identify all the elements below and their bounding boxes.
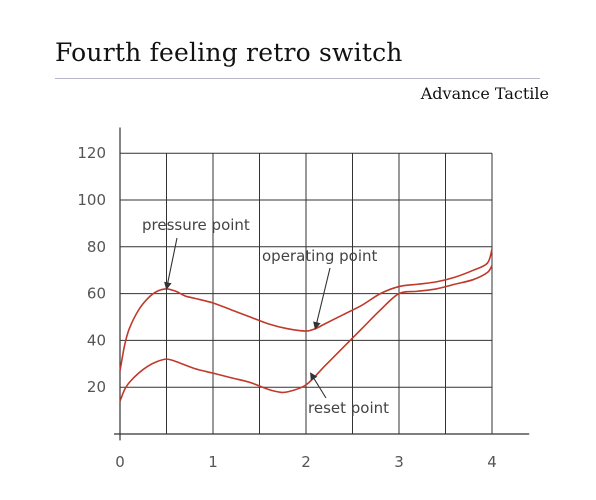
annotation-pressure-point-arrow xyxy=(164,237,178,290)
annotation-operating-point: operating point xyxy=(262,247,378,265)
series-line-reset xyxy=(119,265,493,402)
x-tick-label: 3 xyxy=(394,453,404,471)
x-tick-label: 1 xyxy=(208,453,218,471)
annotation-operating-point-arrow xyxy=(313,267,331,330)
tick-labels: 20 40 60 80 100 120 0 1 2 3 4 xyxy=(77,144,496,471)
x-tick-label: 0 xyxy=(115,453,125,471)
series-line-actuation xyxy=(119,248,493,371)
chart-title: Fourth feeling retro switch xyxy=(55,38,403,67)
y-tick-label: 40 xyxy=(87,331,106,349)
axes xyxy=(114,127,530,441)
title-divider xyxy=(55,78,540,79)
series-lines xyxy=(119,248,493,402)
y-tick-label: 120 xyxy=(77,144,106,162)
grid xyxy=(120,152,493,434)
y-tick-label: 100 xyxy=(77,191,106,209)
chart-subtitle: Advance Tactile xyxy=(420,84,549,103)
annotation-reset-point: reset point xyxy=(308,399,389,417)
x-tick-label: 2 xyxy=(301,453,311,471)
annotation-reset-point-arrow xyxy=(310,372,327,399)
y-tick-label: 20 xyxy=(87,378,106,396)
x-tick-label: 4 xyxy=(487,453,497,471)
annotation-pressure-point: pressure point xyxy=(142,216,250,234)
annotations: pressure point operating point reset point xyxy=(142,216,389,417)
y-tick-label: 80 xyxy=(87,238,106,256)
y-tick-label: 60 xyxy=(87,285,106,303)
